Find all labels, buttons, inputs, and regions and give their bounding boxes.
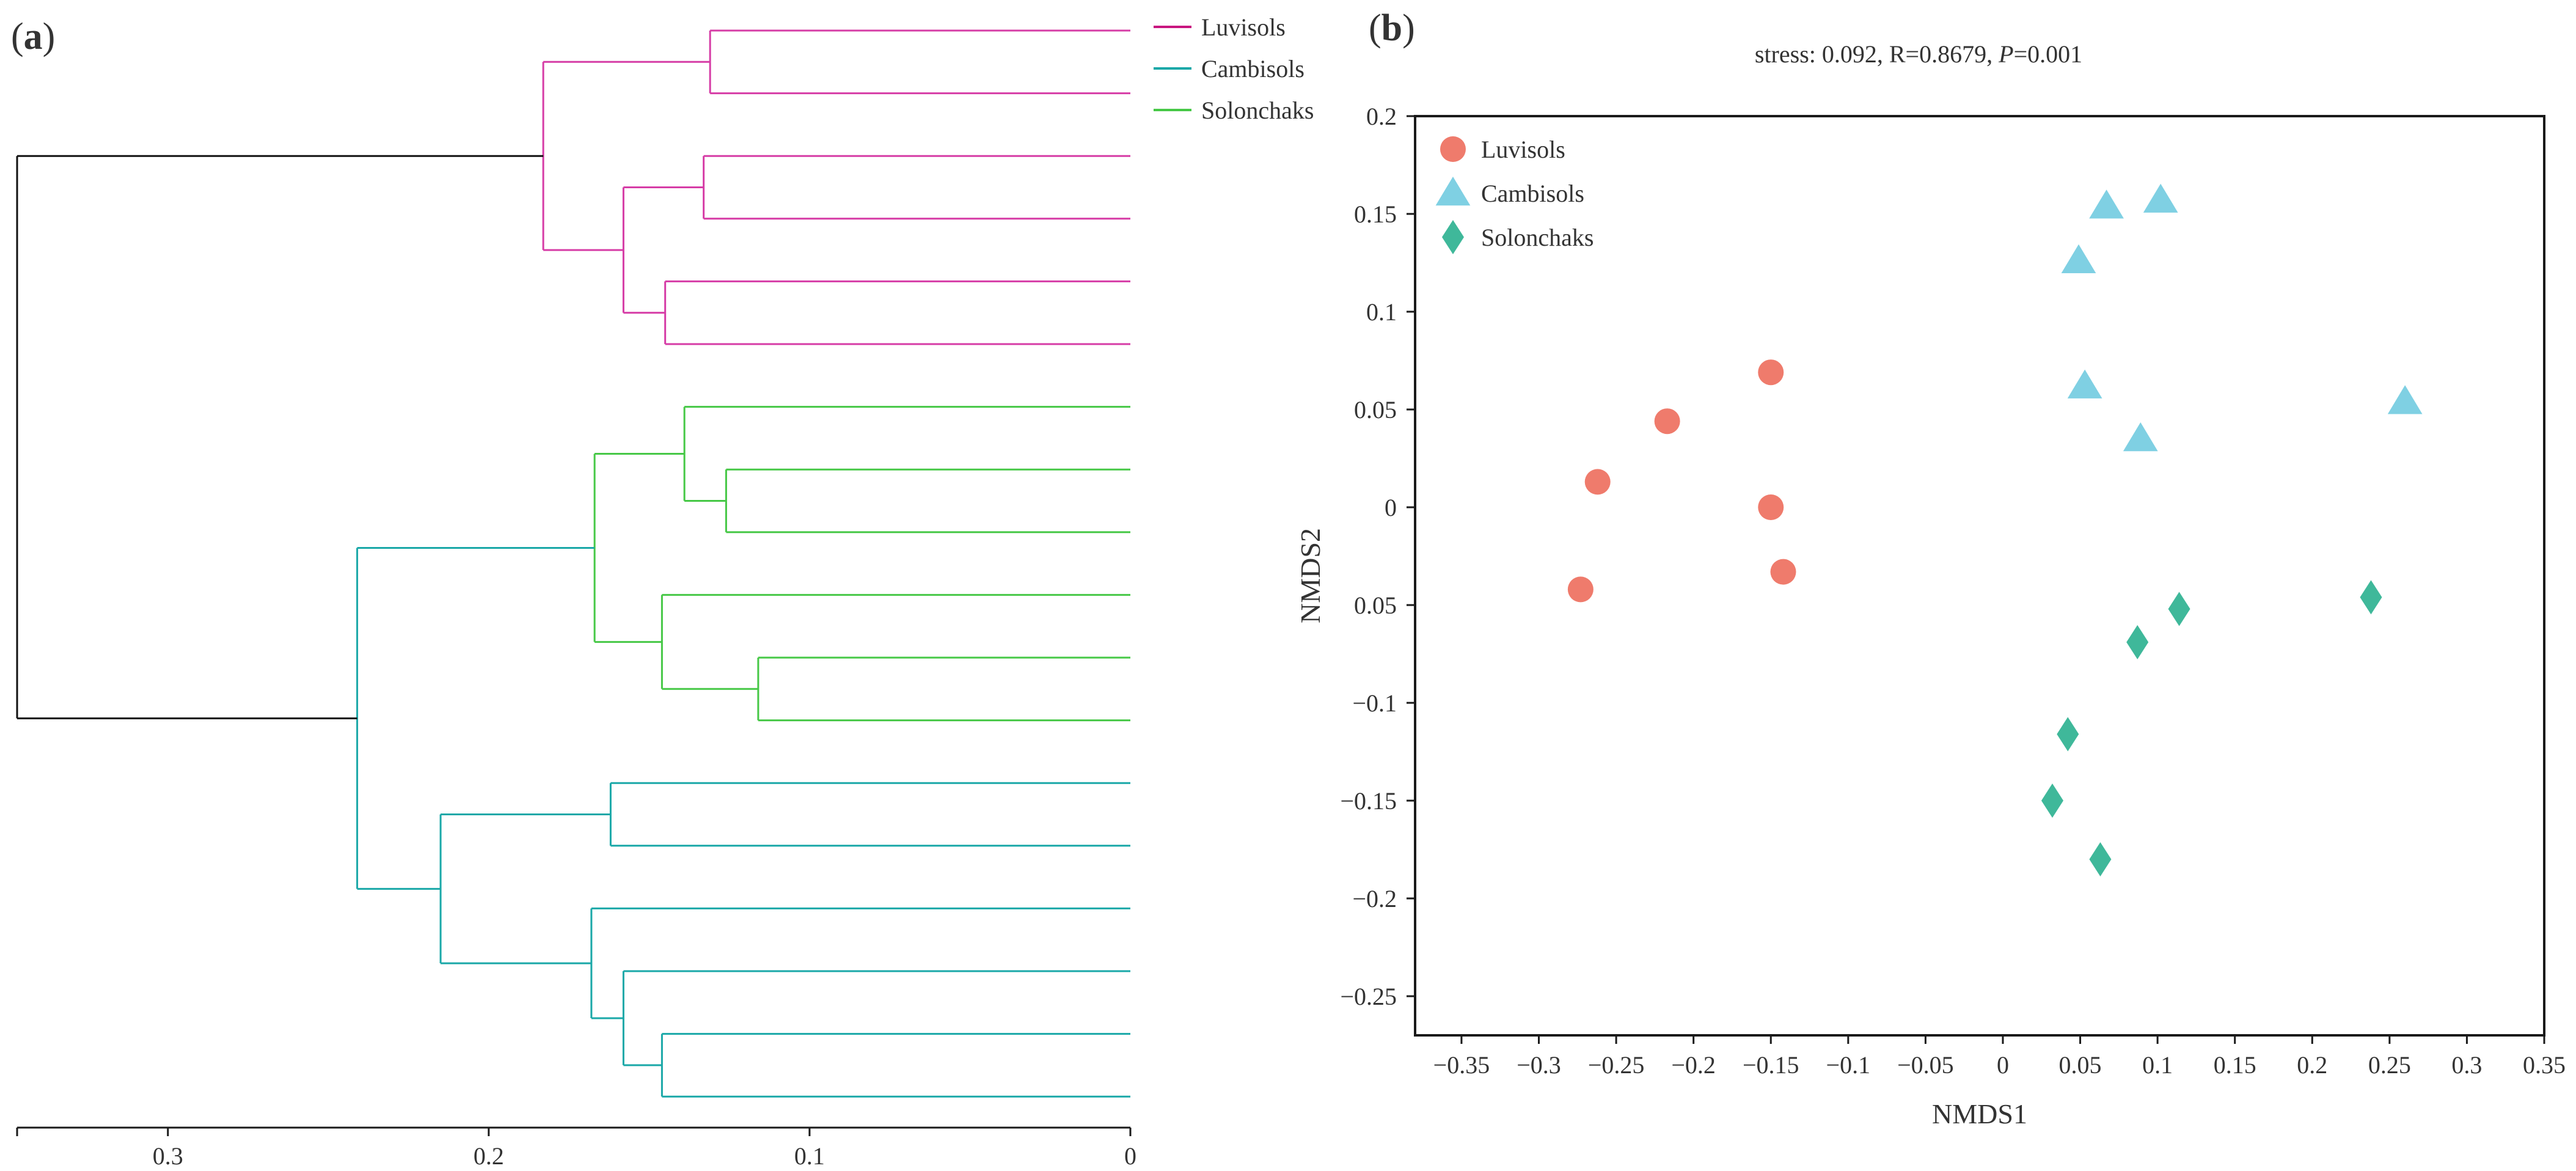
- panel-b-label: (b): [1369, 7, 1415, 49]
- legend-marker-cambisols: [1435, 177, 1471, 206]
- y-tick-label: −0.2: [1352, 885, 1397, 912]
- y-tick-label: −0.1: [1352, 689, 1397, 717]
- x-tick-label: 0.2: [2297, 1051, 2327, 1079]
- nmds-panel: (b) stress: 0.092, R=0.8679, P=0.001 −0.…: [1295, 7, 2566, 1129]
- y-tick-label: 0.2: [1366, 103, 1397, 130]
- dendrogram-branches: [16, 29, 1130, 1098]
- legend-marker-luvisols: [1440, 136, 1466, 162]
- scatter-points: [1567, 183, 2423, 876]
- point-luvisols: [1770, 559, 1796, 585]
- legend-label-solonchaks: Solonchaks: [1201, 97, 1314, 124]
- x-tick-label: −0.3: [1517, 1051, 1561, 1079]
- dendrogram-tick-label: 0.2: [474, 1142, 504, 1170]
- point-luvisols: [1758, 494, 1784, 520]
- y-tick-label: 0: [1385, 494, 1397, 521]
- point-cambisols: [2067, 369, 2102, 398]
- dendrogram-tick-label: 0: [1124, 1142, 1136, 1170]
- x-tick-label: 0.1: [2142, 1051, 2173, 1079]
- point-solonchaks: [2089, 842, 2112, 876]
- point-luvisols: [1584, 469, 1611, 495]
- point-cambisols: [2061, 244, 2096, 274]
- panel-a-label: (a): [11, 16, 55, 57]
- x-axis-label: NMDS1: [1932, 1098, 2027, 1129]
- dendrogram-tick-label: 0.1: [794, 1142, 825, 1170]
- x-tick-label: 0.35: [2523, 1051, 2566, 1079]
- x-tick-label: −0.25: [1588, 1051, 1645, 1079]
- point-cambisols: [2143, 183, 2178, 213]
- plot-frame: [1414, 115, 2545, 1037]
- x-tick-label: 0.05: [2059, 1051, 2102, 1079]
- legend-label-luvisols: Luvisols: [1481, 136, 1565, 163]
- x-tick-label: −0.35: [1433, 1051, 1490, 1079]
- y-tick-label: 0.1: [1366, 298, 1397, 326]
- point-cambisols: [2387, 385, 2423, 414]
- point-solonchaks: [2360, 580, 2382, 615]
- legend-label-luvisols: Luvisols: [1201, 13, 1286, 41]
- point-cambisols: [2123, 422, 2158, 452]
- dendrogram-tick-label: 0.3: [153, 1142, 183, 1170]
- point-cambisols: [2089, 189, 2124, 219]
- y-tick-label: −0.15: [1340, 787, 1397, 815]
- x-tick-label: 0.3: [2451, 1051, 2482, 1079]
- legend-marker-solonchaks: [1442, 220, 1464, 254]
- point-solonchaks: [2126, 625, 2149, 659]
- scatter-legend: Luvisols Cambisols Solonchaks: [1435, 136, 1594, 254]
- dendrogram-legend: Luvisols Cambisols Solonchaks: [1154, 13, 1314, 124]
- point-luvisols: [1567, 576, 1594, 603]
- point-solonchaks: [2168, 592, 2190, 626]
- x-tick-label: 0.25: [2368, 1051, 2411, 1079]
- legend-label-cambisols: Cambisols: [1201, 55, 1304, 83]
- point-solonchaks: [2041, 784, 2063, 818]
- y-tick-label: −0.25: [1340, 983, 1397, 1010]
- x-tick-label: −0.1: [1826, 1051, 1871, 1079]
- scatter-axes: −0.35 −0.3 −0.25 −0.2 −0.15 −0.1 −0.05 0 0.05 0.1…: [1340, 103, 2566, 1079]
- x-tick-label: −0.05: [1897, 1051, 1954, 1079]
- point-luvisols: [1654, 408, 1680, 435]
- legend-label-cambisols: Cambisols: [1481, 180, 1584, 207]
- y-tick-label: 0.05: [1354, 592, 1397, 619]
- dendrogram-panel: (a) 0.3 0.2 0.1 0 Luvisols Cambisols Soloncha…: [11, 13, 1314, 1170]
- x-tick-label: −0.15: [1743, 1051, 1799, 1079]
- y-tick-label: 0.15: [1354, 200, 1397, 228]
- dendrogram-x-axis: 0.3 0.2 0.1 0: [16, 1126, 1136, 1170]
- x-tick-label: 0.15: [2214, 1051, 2256, 1079]
- nmds-title: stress: 0.092, R=0.8679, P=0.001: [1755, 40, 2082, 68]
- y-axis-label: NMDS2: [1295, 528, 1326, 623]
- x-tick-label: 0: [1997, 1051, 2009, 1079]
- legend-label-solonchaks: Solonchaks: [1481, 224, 1594, 251]
- y-tick-label: 0.05: [1354, 396, 1397, 424]
- point-luvisols: [1758, 359, 1784, 386]
- x-tick-label: −0.2: [1671, 1051, 1716, 1079]
- point-solonchaks: [2057, 717, 2079, 752]
